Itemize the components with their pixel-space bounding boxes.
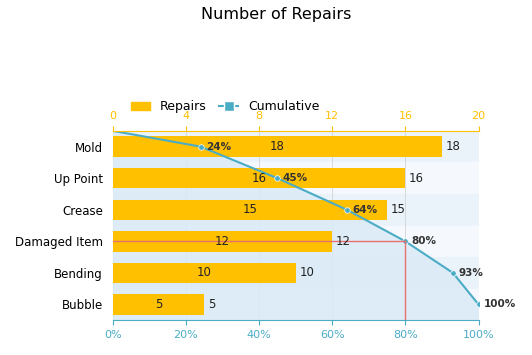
- Bar: [113, 257, 479, 289]
- Text: 5: 5: [208, 298, 215, 311]
- Text: 18: 18: [446, 140, 461, 153]
- Polygon shape: [113, 131, 479, 320]
- Text: 93%: 93%: [459, 268, 483, 278]
- Bar: [113, 136, 442, 157]
- Text: 100%: 100%: [484, 300, 516, 310]
- Text: 15: 15: [391, 203, 405, 216]
- Text: 12: 12: [336, 235, 351, 248]
- Text: 10: 10: [300, 266, 314, 279]
- Text: 45%: 45%: [283, 173, 308, 183]
- Bar: [113, 294, 204, 315]
- Bar: [113, 194, 479, 225]
- Text: Number of Repairs: Number of Repairs: [202, 7, 352, 22]
- Text: 18: 18: [270, 140, 285, 153]
- Bar: [113, 225, 479, 257]
- Text: 16: 16: [409, 172, 424, 185]
- Text: 16: 16: [252, 172, 267, 185]
- Text: 12: 12: [215, 235, 230, 248]
- Text: 15: 15: [243, 203, 257, 216]
- Bar: [113, 168, 405, 189]
- Text: 64%: 64%: [352, 205, 378, 215]
- Text: 80%: 80%: [411, 236, 436, 246]
- Text: 10: 10: [197, 266, 212, 279]
- Bar: [113, 162, 479, 194]
- Bar: [113, 263, 296, 283]
- Legend: Repairs, Cumulative: Repairs, Cumulative: [126, 95, 325, 119]
- Bar: [113, 131, 479, 162]
- Bar: [113, 231, 332, 252]
- Text: 5: 5: [155, 298, 162, 311]
- Bar: [113, 289, 479, 320]
- Bar: [113, 200, 387, 220]
- Text: 24%: 24%: [206, 142, 231, 152]
